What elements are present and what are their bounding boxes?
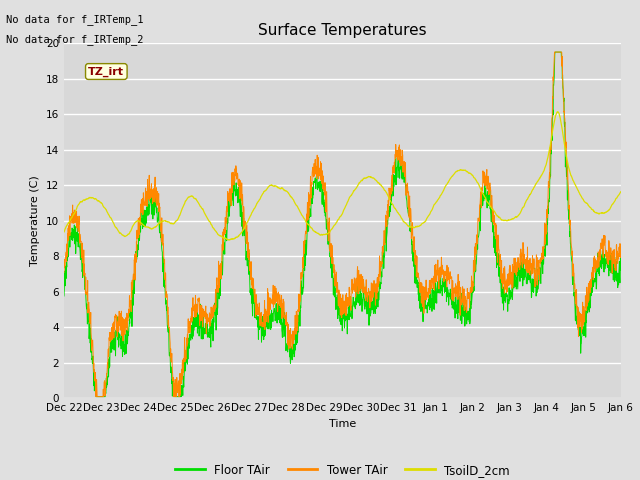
Legend: Floor TAir, Tower TAir, TsoilD_2cm: Floor TAir, Tower TAir, TsoilD_2cm bbox=[170, 459, 515, 480]
Tower TAir bbox=[92, 394, 100, 399]
TsoilD_2cm bbox=[225, 237, 232, 243]
Floor TAir bbox=[499, 293, 506, 299]
Floor TAir bbox=[601, 266, 609, 272]
TsoilD_2cm bbox=[88, 195, 96, 201]
TsoilD_2cm bbox=[60, 229, 68, 235]
Tower TAir bbox=[331, 283, 339, 289]
TsoilD_2cm bbox=[316, 232, 324, 238]
Title: Surface Temperatures: Surface Temperatures bbox=[258, 23, 427, 38]
Floor TAir bbox=[331, 287, 339, 293]
TsoilD_2cm bbox=[601, 210, 609, 216]
TsoilD_2cm bbox=[331, 222, 339, 228]
TsoilD_2cm bbox=[554, 109, 562, 115]
TsoilD_2cm bbox=[617, 189, 625, 194]
Floor TAir bbox=[602, 261, 609, 266]
Y-axis label: Temperature (C): Temperature (C) bbox=[30, 175, 40, 266]
Text: No data for f_IRTemp_2: No data for f_IRTemp_2 bbox=[6, 34, 144, 45]
Text: No data for f_IRTemp_1: No data for f_IRTemp_1 bbox=[6, 14, 144, 25]
TsoilD_2cm bbox=[499, 217, 506, 223]
Floor TAir bbox=[60, 293, 68, 299]
Floor TAir bbox=[88, 360, 96, 366]
Tower TAir bbox=[617, 249, 625, 255]
Tower TAir bbox=[88, 338, 96, 344]
Line: Floor TAir: Floor TAir bbox=[64, 52, 621, 396]
Text: TZ_irt: TZ_irt bbox=[88, 66, 124, 77]
Tower TAir bbox=[602, 245, 609, 251]
TsoilD_2cm bbox=[602, 210, 609, 216]
Floor TAir bbox=[92, 394, 100, 399]
Line: TsoilD_2cm: TsoilD_2cm bbox=[64, 112, 621, 240]
Tower TAir bbox=[601, 233, 609, 239]
Tower TAir bbox=[316, 168, 324, 174]
Tower TAir bbox=[550, 49, 558, 55]
X-axis label: Time: Time bbox=[329, 419, 356, 429]
Line: Tower TAir: Tower TAir bbox=[64, 52, 621, 396]
Floor TAir bbox=[316, 179, 324, 184]
Tower TAir bbox=[60, 270, 68, 276]
Tower TAir bbox=[499, 277, 506, 283]
Floor TAir bbox=[552, 49, 559, 55]
Floor TAir bbox=[617, 267, 625, 273]
